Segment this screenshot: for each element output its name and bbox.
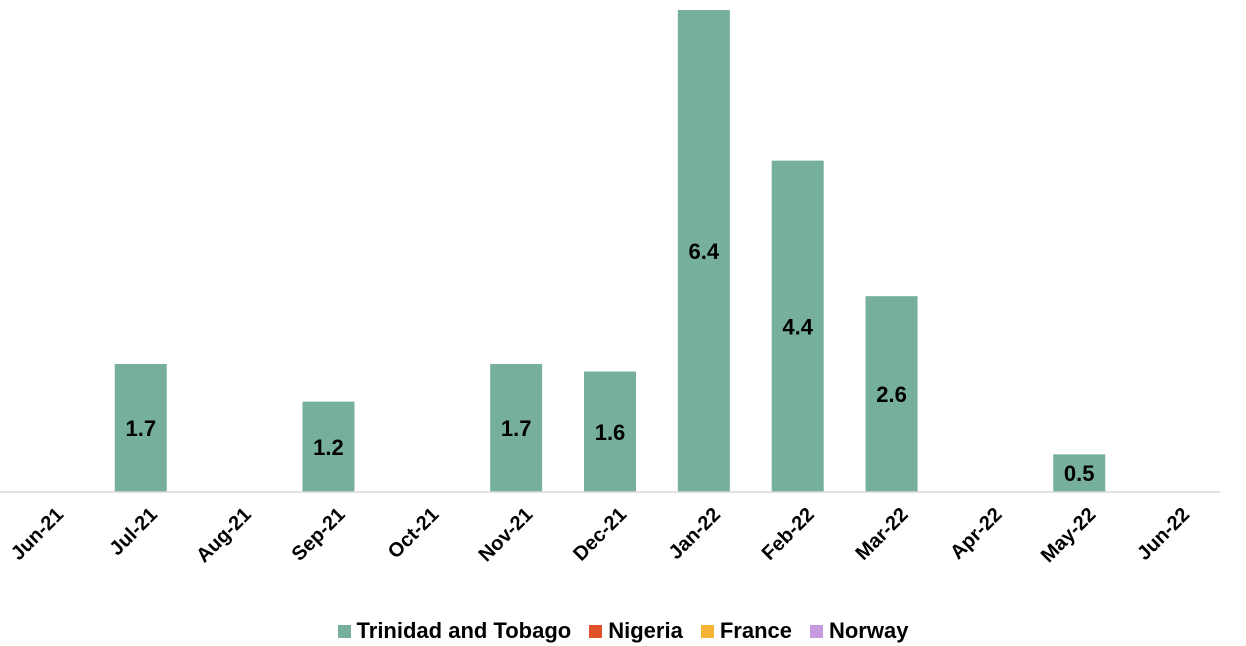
legend-item-2: France — [700, 618, 792, 644]
x-tick-label-nov-21: Nov-21 — [475, 504, 538, 567]
x-tick-label-jul-21: Jul-21 — [105, 504, 161, 560]
bar-feb-22-series-0 — [771, 160, 824, 492]
legend-label: France — [719, 618, 792, 643]
x-tick-label-sep-21: Sep-21 — [288, 504, 350, 566]
bar-jul-21-series-0 — [114, 363, 167, 492]
data-label-mar-22: 2.6 — [876, 382, 907, 407]
legend-item-3: Norway — [809, 618, 909, 644]
data-labels-layer: 1.7 1.2 1.7 1.6 6.4 4.4 2.6 0.5 — [125, 239, 1094, 486]
legend-swatch — [589, 624, 603, 638]
legend-swatch — [809, 624, 823, 638]
x-tick-label-apr-22: Apr-22 — [946, 504, 1006, 564]
bar-nov-21-series-0 — [490, 363, 543, 492]
data-label-jul-21: 1.7 — [125, 416, 156, 441]
legend-item-1: Nigeria — [589, 618, 683, 644]
data-label-sep-21: 1.2 — [313, 435, 344, 460]
data-label-may-22: 0.5 — [1064, 461, 1095, 486]
bar-may-22-series-0 — [1053, 454, 1106, 492]
legend-label: Trinidad and Tobago — [356, 618, 572, 643]
bar-sep-21-series-0 — [302, 401, 355, 492]
legend-swatch — [337, 624, 351, 638]
data-label-dec-21: 1.6 — [595, 420, 626, 445]
x-tick-label-oct-21: Oct-21 — [384, 504, 444, 564]
data-label-jan-22: 6.4 — [689, 239, 720, 264]
legend-item-0: Trinidad and Tobago — [337, 618, 572, 644]
bars-layer — [114, 10, 1106, 492]
x-tick-label-jun-22: Jun-22 — [1133, 504, 1194, 565]
bar-jan-22-series-0 — [677, 10, 730, 492]
x-tick-label-aug-21: Aug-21 — [192, 504, 255, 567]
x-tick-label-jan-22: Jan-22 — [665, 504, 725, 564]
legend: Trinidad and Tobago Nigeria France Norway — [0, 618, 1246, 644]
legend-swatch — [700, 624, 714, 638]
data-label-feb-22: 4.4 — [782, 314, 813, 339]
chart-svg: 1.7 1.2 1.7 1.6 6.4 4.4 2.6 0.5 Jun-21 Jul-21 Aug… — [0, 10, 1220, 568]
x-tick-label-jun-21: Jun-21 — [7, 504, 68, 565]
data-label-nov-21: 1.7 — [501, 416, 532, 441]
legend-label: Norway — [828, 618, 909, 643]
bar-mar-22-series-0 — [865, 296, 918, 492]
x-tick-label-may-22: May-22 — [1037, 504, 1101, 568]
x-tick-label-feb-22: Feb-22 — [758, 504, 819, 565]
x-tick-label-dec-21: Dec-21 — [569, 504, 631, 566]
legend-label: Nigeria — [608, 618, 683, 643]
bar-dec-21-series-0 — [584, 371, 636, 492]
x-tick-label-mar-22: Mar-22 — [852, 504, 913, 565]
x-tick-labels-layer: Jun-21 Jul-21 Aug-21 Sep-21 Oct-21 Nov-21 Dec-… — [7, 504, 1194, 568]
